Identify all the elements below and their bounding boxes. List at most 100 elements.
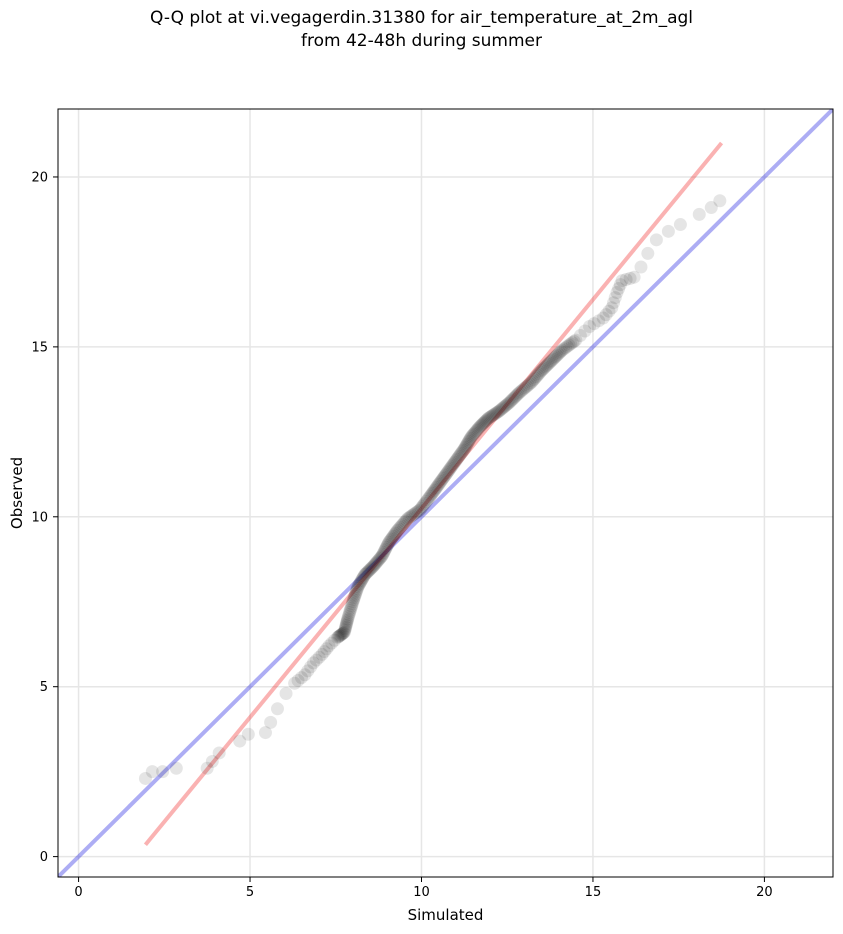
plot-frame [57, 108, 834, 878]
qq-point [415, 500, 429, 514]
qq-point [343, 605, 357, 619]
qq-point [596, 311, 610, 325]
qq-point [399, 513, 413, 527]
qq-point [347, 593, 361, 607]
qq-point [442, 463, 456, 477]
qq-point [462, 434, 476, 448]
qq-point [378, 542, 392, 556]
qq-point [339, 619, 353, 633]
qq-point [233, 734, 247, 748]
qq-point [414, 501, 428, 515]
qq-point [436, 472, 450, 486]
qq-point [382, 535, 396, 549]
qq-points [138, 194, 727, 785]
qq-point [485, 409, 499, 423]
qq-point [386, 529, 400, 543]
qq-point [413, 503, 427, 517]
qq-point [623, 271, 637, 285]
qq-point [325, 636, 339, 650]
qq-point [338, 622, 352, 636]
qq-point [461, 436, 475, 450]
qq-point [440, 466, 454, 480]
y-tick-label: 0 [40, 850, 48, 865]
qq-point [333, 629, 347, 643]
qq-point [315, 647, 329, 661]
qq-point [469, 425, 483, 439]
qq-point [467, 426, 481, 440]
x-tick-label: 20 [756, 885, 773, 900]
qq-point [573, 329, 587, 343]
qq-point [362, 563, 376, 577]
qq-point [459, 439, 473, 453]
qq-point [363, 562, 377, 576]
qq-point [434, 475, 448, 489]
qq-point [317, 645, 331, 659]
qq-point [341, 612, 355, 626]
qq-point [320, 642, 334, 656]
qq-point [417, 498, 431, 512]
qq-point [613, 278, 627, 292]
qq-point [428, 482, 442, 496]
qq-point [544, 355, 558, 369]
qq-point [465, 429, 479, 443]
qq-point [454, 446, 468, 460]
qq-point [405, 508, 419, 522]
qq-point [456, 443, 470, 457]
qq-point [443, 461, 457, 475]
qq-point [368, 558, 382, 572]
y-tick-label: 5 [40, 680, 48, 695]
qq-point [145, 765, 159, 779]
qq-point [546, 352, 560, 366]
qq-point [359, 566, 373, 580]
qq-point [381, 537, 395, 551]
qq-point [457, 442, 471, 456]
qq-point [460, 437, 474, 451]
qq-point [364, 561, 378, 575]
qq-point [451, 451, 465, 465]
qq-point [408, 506, 422, 520]
qq-point [602, 304, 616, 318]
qq-point [470, 424, 484, 438]
qq-point [634, 260, 648, 274]
qq-point [493, 403, 507, 417]
qq-point [607, 296, 621, 310]
qq-point [498, 399, 512, 413]
qq-point [410, 505, 424, 519]
qq-point [383, 534, 397, 548]
qq-point [527, 373, 541, 387]
reference-line-1 [143, 141, 724, 846]
qq-point [523, 377, 537, 391]
qq-point [608, 291, 622, 305]
qq-point [587, 317, 601, 331]
qq-point [476, 417, 490, 431]
qq-point [341, 610, 355, 624]
qq-point [446, 458, 460, 472]
qq-point [524, 376, 538, 390]
qq-point [445, 460, 459, 474]
qq-point [357, 569, 371, 583]
qq-point [520, 379, 534, 393]
qq-point [306, 656, 320, 670]
qq-point [463, 433, 477, 447]
qq-point [541, 357, 555, 371]
qq-point [336, 627, 350, 641]
qq-point [627, 270, 641, 284]
qq-point [565, 336, 579, 350]
qq-point [507, 391, 521, 405]
qq-point [346, 595, 360, 609]
qq-point [474, 419, 488, 433]
qq-point [471, 422, 485, 436]
qq-point [510, 388, 524, 402]
qq-point [376, 547, 390, 561]
qq-point [344, 601, 358, 615]
qq-point [264, 715, 278, 729]
qq-point [312, 650, 326, 664]
qq-point [599, 308, 613, 322]
qq-point [156, 765, 170, 779]
qq-point [345, 599, 359, 613]
qq-point [384, 532, 398, 546]
qq-point [330, 630, 344, 644]
qq-point [441, 464, 455, 478]
qq-point [388, 526, 402, 540]
qq-point [373, 551, 387, 565]
